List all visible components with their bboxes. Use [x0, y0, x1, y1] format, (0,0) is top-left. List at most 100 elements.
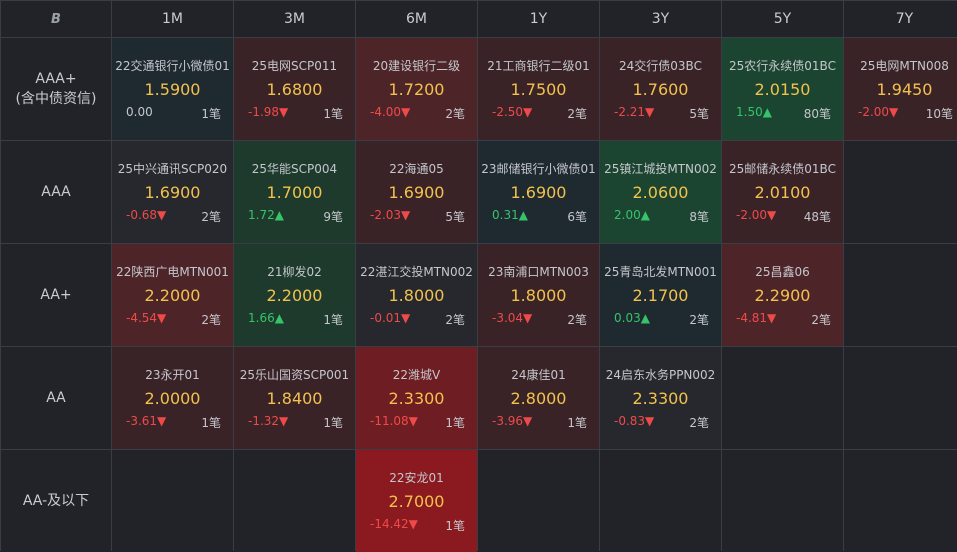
column-header-6m[interactable]: 6M	[356, 1, 477, 37]
bond-meta: -11.08▼ 1笔	[356, 414, 477, 431]
row-label-aaa: AAA	[1, 141, 111, 243]
bond-name: 22海通05	[389, 161, 444, 176]
bond-yield: 2.0100	[754, 182, 811, 202]
bond-name: 23永开01	[145, 367, 200, 382]
bond-name: 21工商银行二级01	[487, 58, 590, 73]
bond-cell[interactable]: 25乐山国资SCP001 1.8400 -1.32▼ 1笔	[234, 347, 355, 449]
bond-cell[interactable]: 25电网SCP011 1.6800 -1.98▼ 1笔	[234, 38, 355, 140]
trade-count: 5笔	[445, 209, 465, 224]
bond-name: 25华能SCP004	[251, 161, 338, 176]
bond-meta: 0.31▲ 6笔	[478, 208, 599, 225]
trade-count: 1笔	[323, 312, 343, 327]
bond-cell[interactable]: 25镇江城投MTN002 2.0600 2.00▲ 8笔	[600, 141, 721, 243]
bond-meta: -2.00▼ 10笔	[844, 105, 957, 122]
bond-cell[interactable]: 20建设银行二级 1.7200 -4.00▼ 2笔	[356, 38, 477, 140]
bond-cell[interactable]: 25昌鑫06 2.2900 -4.81▼ 2笔	[722, 244, 843, 346]
bond-cell[interactable]: 25青岛北发MTN001 2.1700 0.03▲ 2笔	[600, 244, 721, 346]
bond-name: 24交行债03BC	[619, 58, 702, 73]
bond-yield: 1.6800	[266, 79, 323, 99]
yield-change: -2.21▼	[614, 104, 655, 119]
bond-meta: -14.42▼ 1笔	[356, 517, 477, 534]
bond-name: 25中兴通讯SCP020	[117, 161, 228, 176]
corner-cell: B	[1, 1, 111, 37]
trade-count: 1笔	[445, 518, 465, 533]
bond-name: 25青岛北发MTN001	[604, 264, 717, 279]
bond-meta: 2.00▲ 8笔	[600, 208, 721, 225]
empty-cell	[112, 450, 233, 552]
bond-yield: 1.8400	[266, 388, 323, 408]
bond-meta: -4.54▼ 2笔	[112, 311, 233, 328]
bond-cell[interactable]: 25农行永续债01BC 2.0150 1.50▲ 80笔	[722, 38, 843, 140]
yield-change: -14.42▼	[370, 516, 418, 531]
bond-yield: 1.7000	[266, 182, 323, 202]
yield-change: 0.03▲	[614, 310, 650, 325]
bond-yield: 2.3300	[632, 388, 689, 408]
bond-cell[interactable]: 23南浦口MTN003 1.8000 -3.04▼ 2笔	[478, 244, 599, 346]
empty-cell	[844, 450, 957, 552]
bond-cell[interactable]: 24康佳01 2.8000 -3.96▼ 1笔	[478, 347, 599, 449]
bond-name: 22潍城V	[392, 367, 441, 382]
bond-meta: 1.72▲ 9笔	[234, 208, 355, 225]
bond-cell[interactable]: 23永开01 2.0000 -3.61▼ 1笔	[112, 347, 233, 449]
bond-yield: 1.9450	[876, 79, 933, 99]
empty-cell	[478, 450, 599, 552]
bond-name: 22交通银行小微债01	[115, 58, 230, 73]
yield-change: -1.98▼	[248, 104, 289, 119]
row-label-aa-minus-and-below: AA-及以下	[1, 450, 111, 552]
column-header-1y[interactable]: 1Y	[478, 1, 599, 37]
trade-count: 2笔	[445, 312, 465, 327]
yield-change: -0.83▼	[614, 413, 655, 428]
trade-count: 2笔	[201, 312, 221, 327]
bond-yield: 1.8000	[388, 285, 445, 305]
bond-cell[interactable]: 21工商银行二级01 1.7500 -2.50▼ 2笔	[478, 38, 599, 140]
bond-cell[interactable]: 24启东水务PPN002 2.3300 -0.83▼ 2笔	[600, 347, 721, 449]
bond-yield: 2.3300	[388, 388, 445, 408]
yield-change: 1.50▲	[736, 104, 772, 119]
bond-yield: 1.6900	[510, 182, 567, 202]
row-sublabel-text: (含中债资信)	[15, 91, 97, 107]
bond-cell[interactable]: 25中兴通讯SCP020 1.6900 -0.68▼ 2笔	[112, 141, 233, 243]
yield-change: -2.00▼	[736, 207, 777, 222]
bond-cell[interactable]: 21柳发02 2.2000 1.66▲ 1笔	[234, 244, 355, 346]
bond-yield: 1.6900	[388, 182, 445, 202]
bond-yield: 2.1700	[632, 285, 689, 305]
bond-cell[interactable]: 22湛江交投MTN002 1.8000 -0.01▼ 2笔	[356, 244, 477, 346]
bond-cell[interactable]: 23邮储银行小微债01 1.6900 0.31▲ 6笔	[478, 141, 599, 243]
bond-cell[interactable]: 25邮储永续债01BC 2.0100 -2.00▼ 48笔	[722, 141, 843, 243]
bond-cell[interactable]: 25华能SCP004 1.7000 1.72▲ 9笔	[234, 141, 355, 243]
bond-meta: -2.50▼ 2笔	[478, 105, 599, 122]
yield-change: 2.00▲	[614, 207, 650, 222]
column-header-7y[interactable]: 7Y	[844, 1, 957, 37]
bond-meta: -0.83▼ 2笔	[600, 414, 721, 431]
bond-cell[interactable]: 24交行债03BC 1.7600 -2.21▼ 5笔	[600, 38, 721, 140]
bond-meta: -0.01▼ 2笔	[356, 311, 477, 328]
trade-count: 2笔	[567, 106, 587, 121]
bond-name: 21柳发02	[267, 264, 322, 279]
bond-name: 25电网SCP011	[251, 58, 338, 73]
bond-cell[interactable]: 22陕西广电MTN001 2.2000 -4.54▼ 2笔	[112, 244, 233, 346]
column-header-3m[interactable]: 3M	[234, 1, 355, 37]
trade-count: 9笔	[323, 209, 343, 224]
column-header-5y[interactable]: 5Y	[722, 1, 843, 37]
yield-change: -4.00▼	[370, 104, 411, 119]
bond-name: 25邮储永续债01BC	[729, 161, 836, 176]
bond-cell[interactable]: 22交通银行小微债01 1.5900 0.00 1笔	[112, 38, 233, 140]
bond-meta: 1.66▲ 1笔	[234, 311, 355, 328]
yield-change: -4.54▼	[126, 310, 167, 325]
bond-meta: -2.21▼ 5笔	[600, 105, 721, 122]
bond-yield: 2.0150	[754, 79, 811, 99]
logo-icon: B	[51, 11, 61, 27]
bond-cell[interactable]: 22海通05 1.6900 -2.03▼ 5笔	[356, 141, 477, 243]
trade-count: 1笔	[445, 415, 465, 430]
column-header-3y[interactable]: 3Y	[600, 1, 721, 37]
yield-change: 1.66▲	[248, 310, 284, 325]
bond-cell[interactable]: 22潍城V 2.3300 -11.08▼ 1笔	[356, 347, 477, 449]
bond-meta: -1.32▼ 1笔	[234, 414, 355, 431]
row-label-aa-plus: AA+	[1, 244, 111, 346]
bond-name: 22安龙01	[389, 470, 444, 485]
column-header-1m[interactable]: 1M	[112, 1, 233, 37]
bond-cell[interactable]: 22安龙01 2.7000 -14.42▼ 1笔	[356, 450, 477, 552]
row-label-aaa-plus: AAA+ (含中债资信)	[1, 38, 111, 140]
bond-cell[interactable]: 25电网MTN008 1.9450 -2.00▼ 10笔	[844, 38, 957, 140]
yield-change: 1.72▲	[248, 207, 284, 222]
